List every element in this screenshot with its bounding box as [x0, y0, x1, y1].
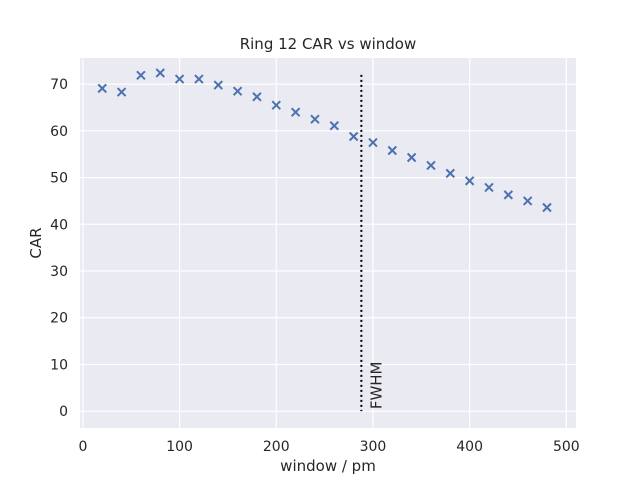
data-point	[503, 190, 514, 200]
data-point	[426, 160, 436, 171]
data-point	[155, 68, 165, 78]
y-tick-label: 60	[50, 124, 68, 140]
y-tick-labels: 0 10 20 30 40 50 60 70	[50, 77, 68, 420]
data-point	[213, 80, 223, 90]
y-tick-label: 40	[50, 217, 68, 233]
plot-area	[80, 58, 576, 428]
x-tick-label: 200	[263, 439, 290, 455]
data-point	[387, 145, 398, 156]
data-points	[97, 68, 552, 213]
data-point	[97, 83, 107, 94]
x-tick-label: 300	[360, 439, 387, 455]
data-point	[348, 131, 359, 142]
data-point	[522, 196, 533, 206]
x-axis-label: window / pm	[280, 457, 376, 475]
fwhm-label: FWHM	[367, 361, 385, 409]
data-point	[310, 114, 320, 124]
x-tick-label: 500	[553, 439, 580, 455]
data-point	[136, 70, 146, 80]
data-point	[116, 87, 127, 97]
y-tick-label: 10	[50, 357, 68, 373]
data-point	[329, 121, 339, 131]
data-point	[252, 92, 262, 102]
data-point	[445, 168, 456, 179]
data-point	[174, 74, 185, 84]
x-tick-label: 400	[456, 439, 483, 455]
y-tick-label: 30	[50, 264, 68, 280]
x-tick-labels: 0 100 200 300 400 500	[78, 439, 579, 455]
data-point	[406, 152, 417, 163]
grid	[80, 58, 576, 428]
x-tick-label: 0	[78, 439, 87, 455]
y-tick-label: 70	[50, 77, 68, 93]
y-tick-label: 50	[50, 171, 68, 187]
y-tick-label: 20	[50, 311, 68, 327]
data-point	[194, 74, 204, 84]
chart-title: Ring 12 CAR vs window	[240, 35, 417, 53]
data-point	[542, 202, 552, 213]
data-point	[368, 137, 378, 148]
data-point	[484, 182, 494, 193]
data-point	[232, 86, 243, 96]
annotations: FWHM	[360, 74, 385, 412]
data-point	[271, 100, 281, 110]
data-point	[290, 107, 301, 117]
data-point	[464, 176, 475, 186]
y-axis-label: CAR	[27, 227, 45, 258]
x-tick-label: 100	[166, 439, 193, 455]
y-tick-label: 0	[59, 404, 68, 420]
